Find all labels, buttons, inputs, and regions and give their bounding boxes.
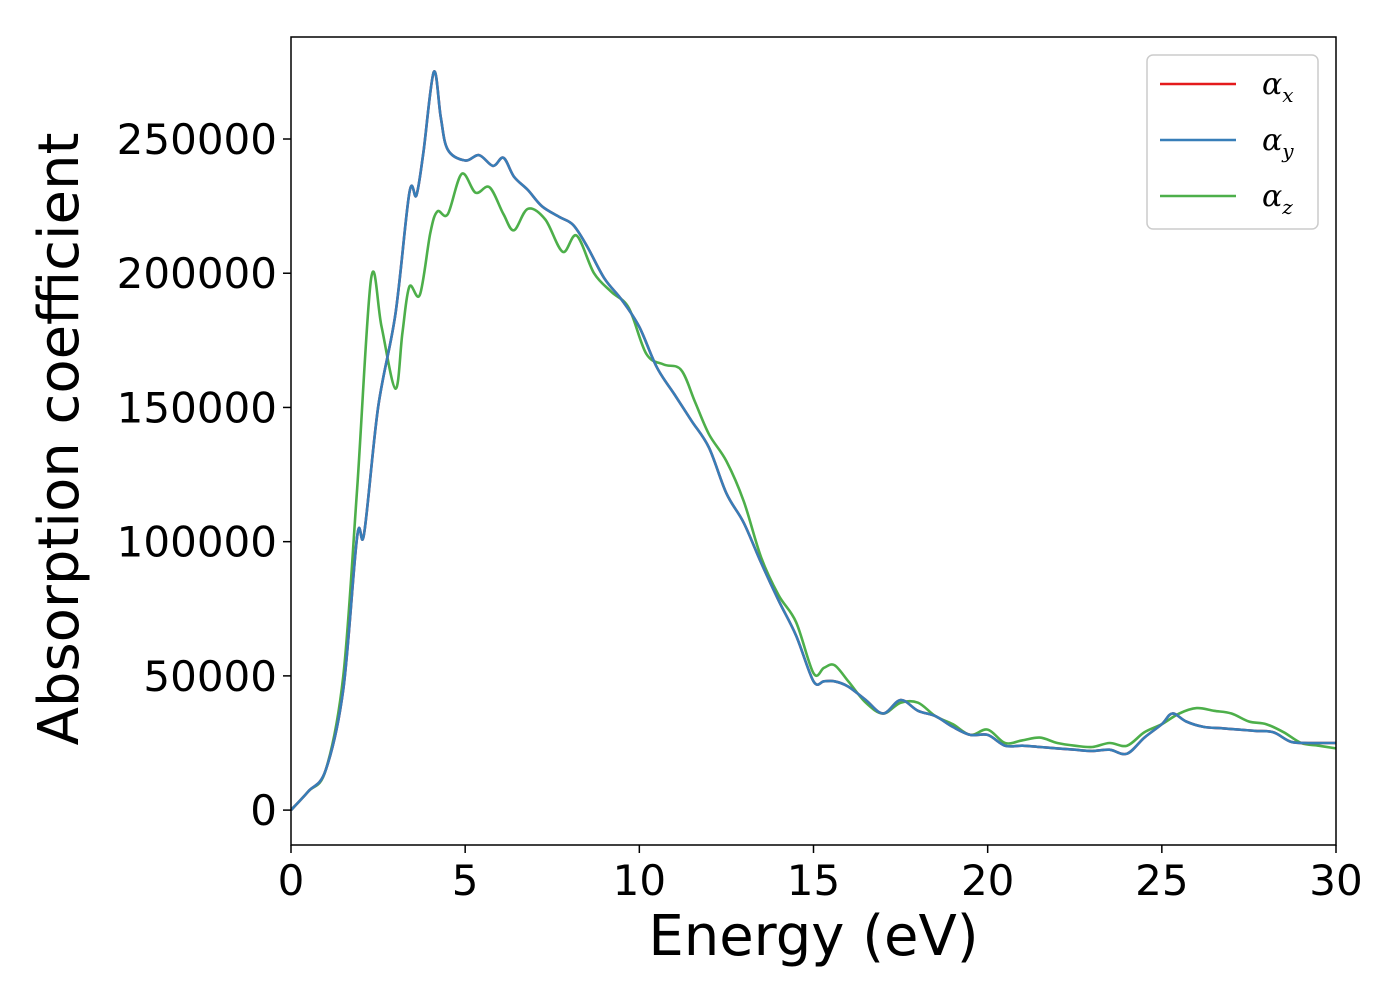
series-line-z (291, 172, 1336, 811)
legend-symbol: α (1262, 67, 1282, 102)
y-tick-label: 100000 (117, 518, 277, 567)
legend-symbol: α (1262, 123, 1282, 158)
series-layer (291, 70, 1336, 811)
legend-label: αy (1262, 123, 1294, 163)
legend-subscript: z (1281, 195, 1293, 219)
y-tick-label: 0 (250, 786, 277, 835)
y-tick-label: 200000 (117, 249, 277, 298)
legend-item-x: αx (1160, 67, 1294, 107)
legend-subscript: x (1282, 83, 1293, 107)
x-axis-title: Energy (eV) (648, 904, 978, 969)
y-tick-label: 250000 (117, 115, 277, 164)
legend-item-z: αz (1160, 179, 1293, 219)
legend-item-y: αy (1160, 123, 1294, 163)
tick-layer: 0 5 10 15 20 25 30 0 50000 100000 150000 200000 2500… (117, 115, 1363, 905)
x-tick-label: 20 (961, 856, 1014, 905)
legend-label: αz (1262, 179, 1293, 219)
legend-box (1146, 54, 1319, 230)
x-tick-label: 15 (787, 856, 840, 905)
legend-label: αx (1262, 67, 1294, 107)
series-line-y (291, 70, 1336, 811)
y-tick-label: 150000 (117, 383, 277, 432)
legend-subscript: y (1281, 139, 1294, 163)
legend-symbol: α (1262, 179, 1282, 214)
x-tick-label: 30 (1309, 856, 1362, 905)
x-tick-label: 25 (1135, 856, 1188, 905)
y-tick-label: 50000 (143, 652, 277, 701)
x-tick-label: 5 (452, 856, 479, 905)
y-axis-title: Absorption coefficient (27, 133, 92, 746)
x-tick-label: 10 (613, 856, 666, 905)
x-tick-label: 0 (278, 856, 305, 905)
